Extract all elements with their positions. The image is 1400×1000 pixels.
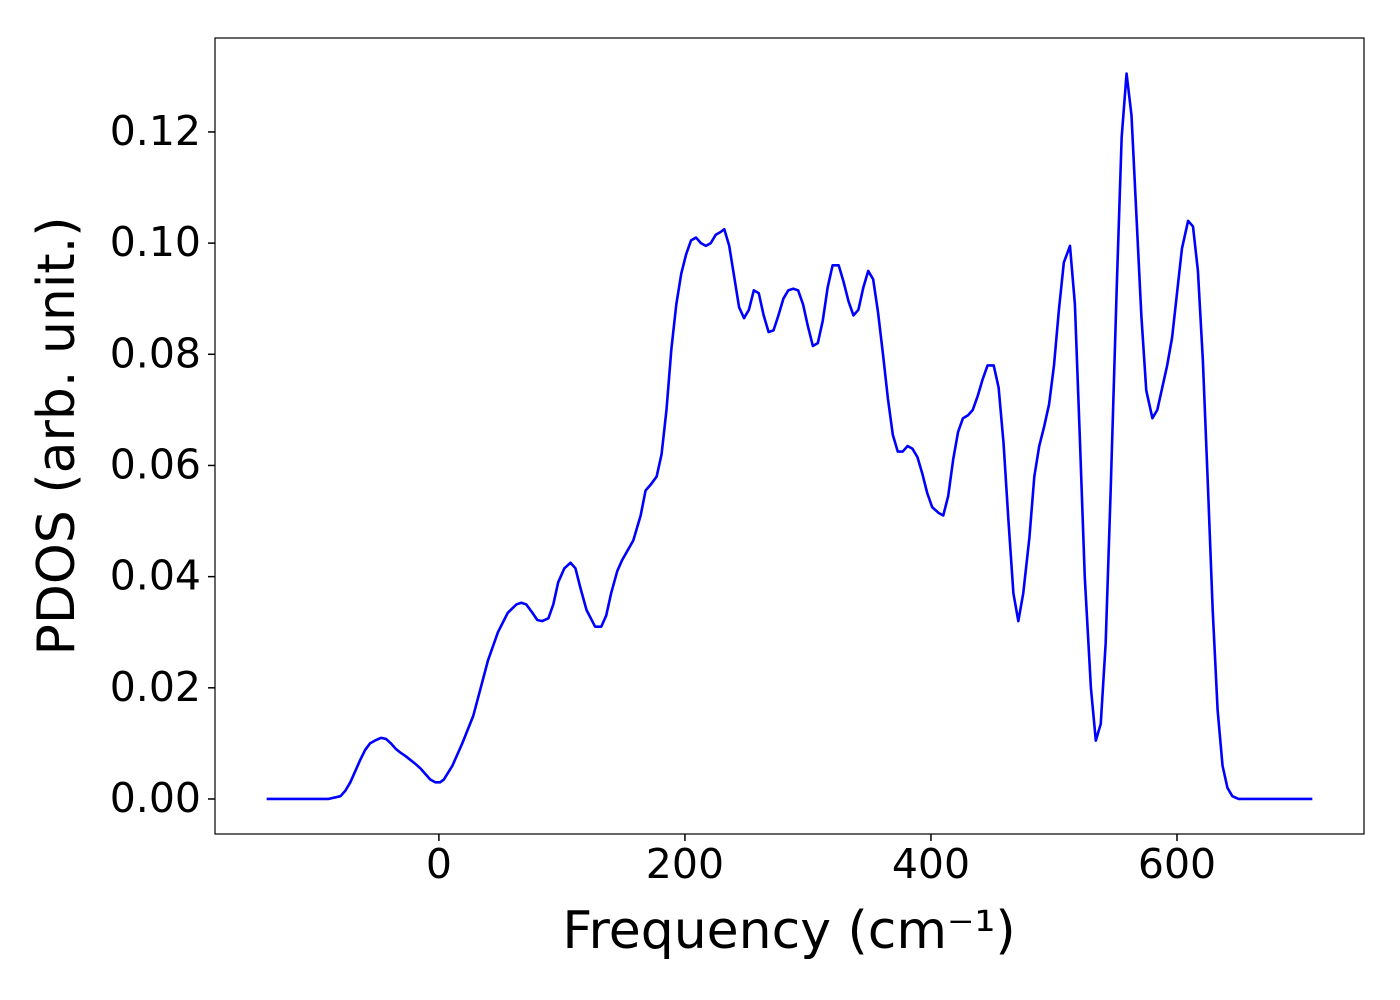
plot-frame (214, 37, 1365, 835)
x-tick-label: 0 (426, 840, 452, 888)
y-tick-label: 0.00 (110, 774, 201, 822)
x-tick-label: 400 (892, 840, 970, 888)
y-tick-label: 0.10 (110, 218, 201, 266)
x-tick-label: 200 (646, 840, 724, 888)
y-tick-label: 0.02 (110, 663, 201, 711)
y-tick-label: 0.08 (110, 329, 201, 377)
y-tick-label: 0.12 (110, 107, 201, 155)
y-tick-label: 0.06 (110, 440, 201, 488)
x-tick-label: 600 (1138, 840, 1216, 888)
data-line (266, 72, 1313, 801)
y-tick-label: 0.04 (110, 552, 201, 600)
x-axis-label: Frequency (cm⁻¹) (562, 901, 1015, 961)
y-axis-label: PDOS (arb. unit.) (27, 216, 87, 655)
